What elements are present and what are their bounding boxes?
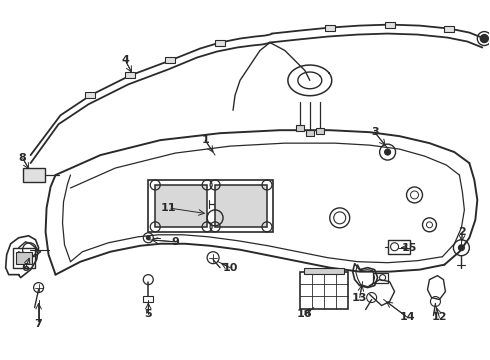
Bar (23, 168, 45, 182)
Bar (148, 180, 273, 232)
Bar (165, 58, 175, 63)
Bar (372, 273, 388, 283)
Bar (304, 268, 343, 274)
Text: 16: 16 (297, 310, 313, 319)
Circle shape (458, 245, 465, 251)
Bar (325, 24, 335, 31)
Bar (385, 22, 394, 28)
Text: 6: 6 (22, 263, 29, 273)
Text: 14: 14 (400, 312, 416, 323)
Text: 9: 9 (172, 237, 179, 247)
Text: 7: 7 (35, 319, 43, 329)
Text: 4: 4 (122, 55, 129, 66)
Bar (155, 185, 207, 227)
Bar (13, 248, 35, 268)
Bar (16, 252, 32, 264)
Text: 2: 2 (459, 227, 466, 237)
Bar (215, 185, 267, 227)
Bar (125, 72, 135, 78)
Bar (143, 296, 153, 302)
Text: 15: 15 (402, 243, 417, 253)
Text: 11: 11 (160, 203, 176, 213)
Bar (300, 272, 348, 310)
Circle shape (147, 236, 150, 240)
Bar (85, 92, 96, 98)
Circle shape (480, 35, 489, 42)
Text: 12: 12 (432, 312, 447, 323)
Bar (444, 26, 454, 32)
Bar (296, 125, 304, 131)
Text: 8: 8 (19, 153, 26, 163)
Text: 1: 1 (201, 135, 209, 145)
Text: 10: 10 (222, 263, 238, 273)
Bar (306, 130, 314, 136)
Bar (388, 240, 410, 254)
Text: 3: 3 (371, 127, 378, 137)
Bar (316, 128, 324, 134)
Bar (215, 40, 225, 45)
Text: 5: 5 (145, 310, 152, 319)
Circle shape (385, 149, 391, 155)
Text: 13: 13 (352, 293, 368, 302)
